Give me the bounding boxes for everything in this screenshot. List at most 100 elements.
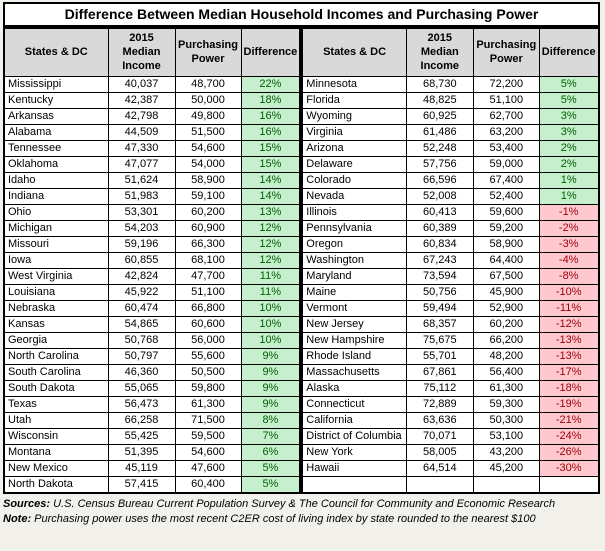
state-cell: New York — [301, 444, 407, 462]
table-row — [301, 476, 600, 494]
table-row: California 63,636 50,300 -21% — [301, 412, 600, 430]
difference-cell: 16% — [240, 124, 301, 142]
power-cell: 58,900 — [174, 172, 242, 190]
difference-cell: -13% — [538, 348, 600, 366]
power-cell: 56,400 — [472, 364, 540, 382]
difference-cell: -12% — [538, 316, 600, 334]
difference-cell: 2% — [538, 140, 600, 158]
difference-cell: 10% — [240, 332, 301, 350]
power-cell: 64,400 — [472, 252, 540, 270]
state-cell: Alaska — [301, 380, 407, 398]
power-cell: 52,400 — [472, 188, 540, 206]
state-cell: New Jersey — [301, 316, 407, 334]
income-cell: 60,389 — [405, 220, 474, 238]
difference-cell — [538, 476, 600, 494]
table-row: Nebraska 60,474 66,800 10% — [3, 300, 301, 318]
difference-cell: 22% — [240, 76, 301, 94]
table-row: Alaska 75,112 61,300 -18% — [301, 380, 600, 398]
sources-text: U.S. Census Bureau Current Population Su… — [50, 498, 556, 511]
power-cell: 60,400 — [174, 476, 242, 494]
income-cell: 60,413 — [405, 204, 474, 222]
table-row: Idaho 51,624 58,900 14% — [3, 172, 301, 190]
power-cell: 58,900 — [472, 236, 540, 254]
table-row: Ohio 53,301 60,200 13% — [3, 204, 301, 222]
column-header: Difference — [240, 27, 301, 78]
state-cell: Nevada — [301, 188, 407, 206]
income-cell: 51,395 — [107, 444, 176, 462]
power-cell: 61,300 — [174, 396, 242, 414]
table-row: Colorado 66,596 67,400 1% — [301, 172, 600, 190]
column-header: 2015 Median Income — [107, 27, 176, 78]
state-cell: California — [301, 412, 407, 430]
income-cell: 42,798 — [107, 108, 176, 126]
power-cell: 52,900 — [472, 300, 540, 318]
income-cell: 53,301 — [107, 204, 176, 222]
difference-cell: -8% — [538, 268, 600, 286]
difference-cell: 9% — [240, 396, 301, 414]
income-cell: 51,983 — [107, 188, 176, 206]
table-row: Iowa 60,855 68,100 12% — [3, 252, 301, 270]
state-cell: Hawaii — [301, 460, 407, 478]
state-cell: Louisiana — [3, 284, 109, 302]
table-row: Nevada 52,008 52,400 1% — [301, 188, 600, 206]
difference-cell: -30% — [538, 460, 600, 478]
state-cell: Iowa — [3, 252, 109, 270]
table-row: Pennsylvania 60,389 59,200 -2% — [301, 220, 600, 238]
power-cell: 59,300 — [472, 396, 540, 414]
income-cell: 63,636 — [405, 412, 474, 430]
difference-cell: -26% — [538, 444, 600, 462]
power-cell: 61,300 — [472, 380, 540, 398]
table-row: Oregon 60,834 58,900 -3% — [301, 236, 600, 254]
state-cell: Pennsylvania — [301, 220, 407, 238]
difference-cell: 5% — [538, 76, 600, 94]
table-header: States & DC 2015 Median Income Purchasing … — [3, 27, 301, 78]
page-title: Difference Between Median Household Inco… — [3, 2, 600, 27]
table-row: Massachusetts 67,861 56,400 -17% — [301, 364, 600, 382]
power-cell: 60,200 — [174, 204, 242, 222]
income-cell: 55,065 — [107, 380, 176, 398]
income-cell: 46,360 — [107, 364, 176, 382]
difference-cell: 8% — [240, 412, 301, 430]
table-row: Alabama 44,509 51,500 16% — [3, 124, 301, 142]
power-cell: 59,500 — [174, 428, 242, 446]
state-cell: District of Columbia — [301, 428, 407, 446]
power-cell: 47,600 — [174, 460, 242, 478]
income-cell: 51,624 — [107, 172, 176, 190]
state-cell: Kentucky — [3, 92, 109, 110]
power-cell: 66,200 — [472, 332, 540, 350]
difference-cell: 11% — [240, 284, 301, 302]
state-cell — [301, 476, 407, 494]
table-row: Wyoming 60,925 62,700 3% — [301, 108, 600, 126]
states-table-left: States & DC 2015 Median Income Purchasing … — [3, 27, 302, 495]
state-cell: Tennessee — [3, 140, 109, 158]
income-cell: 40,037 — [107, 76, 176, 94]
income-cell: 55,701 — [405, 348, 474, 366]
difference-cell: 13% — [240, 204, 301, 222]
income-cell: 52,008 — [405, 188, 474, 206]
column-header: Purchasing Power — [174, 27, 242, 78]
state-cell: Massachusetts — [301, 364, 407, 382]
table-row: Delaware 57,756 59,000 2% — [301, 156, 600, 174]
table-row: Louisiana 45,922 51,100 11% — [3, 284, 301, 302]
state-cell: Washington — [301, 252, 407, 270]
state-cell: Wisconsin — [3, 428, 109, 446]
table-row: South Dakota 55,065 59,800 9% — [3, 380, 301, 398]
power-cell: 60,600 — [174, 316, 242, 334]
difference-cell: -13% — [538, 332, 600, 350]
power-cell: 67,400 — [472, 172, 540, 190]
table-row: Maryland 73,594 67,500 -8% — [301, 268, 600, 286]
difference-cell: 10% — [240, 300, 301, 318]
column-header: States & DC — [301, 27, 407, 78]
table-body: Mississippi 40,037 48,700 22% Kentucky 42,387… — [3, 76, 301, 494]
power-cell: 55,600 — [174, 348, 242, 366]
state-cell: Alabama — [3, 124, 109, 142]
difference-cell: -18% — [538, 380, 600, 398]
table-row: Washington 67,243 64,400 -4% — [301, 252, 600, 270]
difference-cell: 2% — [538, 156, 600, 174]
income-cell: 66,596 — [405, 172, 474, 190]
power-cell: 50,300 — [472, 412, 540, 430]
difference-cell: 12% — [240, 236, 301, 254]
state-cell: Montana — [3, 444, 109, 462]
difference-cell: 12% — [240, 252, 301, 270]
state-cell: Illinois — [301, 204, 407, 222]
